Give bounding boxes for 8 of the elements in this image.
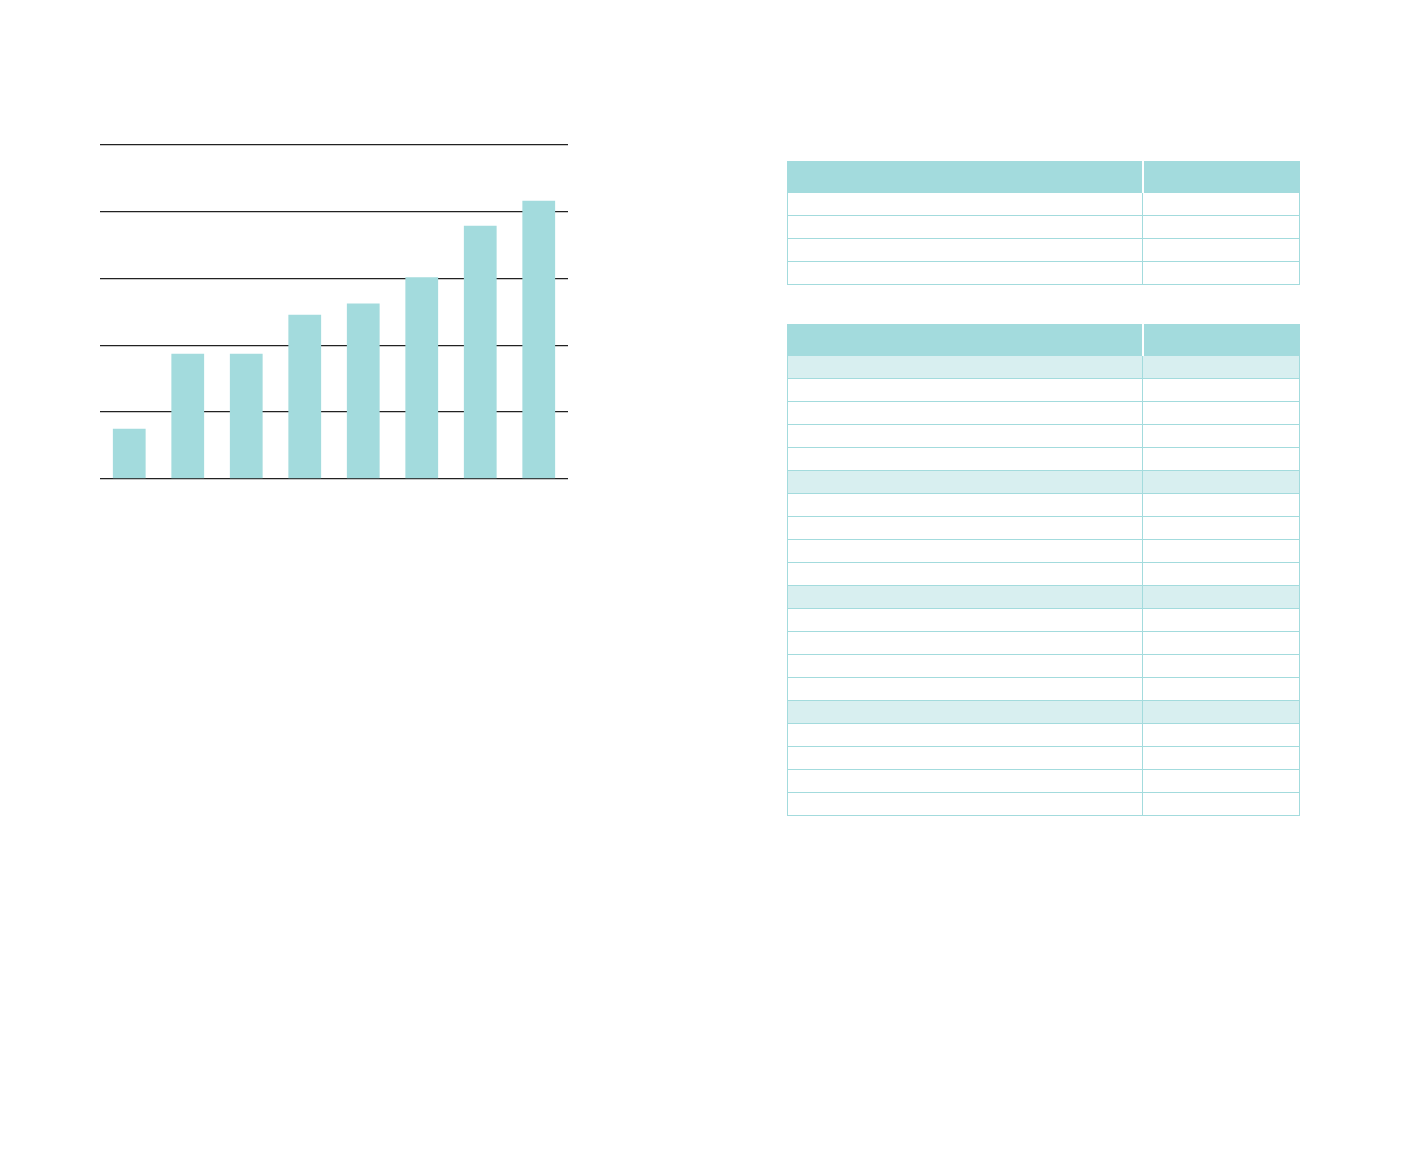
- bar: [463, 225, 497, 479]
- bar: [405, 277, 439, 479]
- bar: [522, 200, 556, 479]
- bar: [346, 303, 380, 479]
- bar: [288, 314, 322, 479]
- bar: [112, 428, 146, 479]
- bar: [229, 353, 263, 479]
- bar: [171, 353, 205, 479]
